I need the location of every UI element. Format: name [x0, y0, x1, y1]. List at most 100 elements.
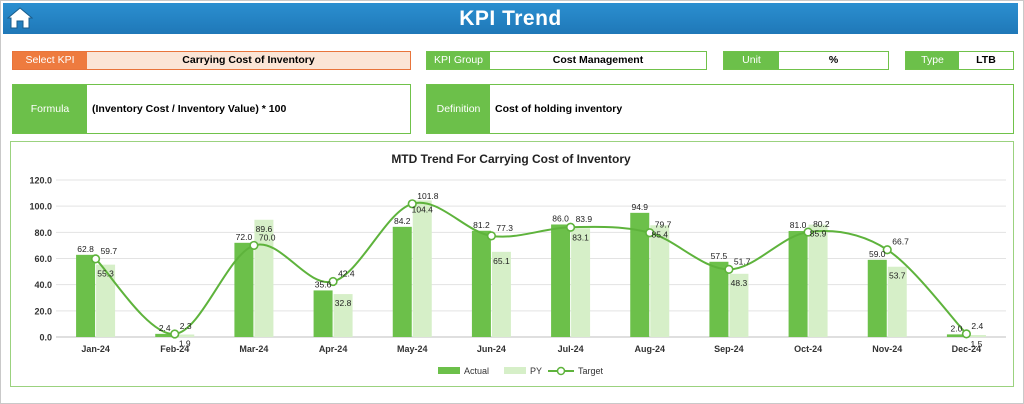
unit-value: %: [828, 54, 839, 66]
bar-py: [571, 228, 591, 337]
mtd-trend-chart: MTD Trend For Carrying Cost of Inventory…: [29, 152, 1006, 376]
data-label-py: 85.4: [651, 229, 668, 239]
bar-actual: [313, 290, 333, 337]
select-kpi-dropdown[interactable]: Carrying Cost of Inventory: [87, 52, 410, 69]
data-label-target: 42.4: [338, 269, 355, 279]
bar-actual: [709, 261, 729, 337]
type-value: LTB: [976, 54, 996, 66]
bar-actual: [788, 231, 808, 337]
bar-py: [175, 334, 195, 337]
formula-value: (Inventory Cost / Inventory Value) * 100: [92, 103, 287, 115]
data-label-actual: 72.0: [236, 232, 253, 242]
data-label-py: 89.6: [256, 224, 273, 234]
bar-actual: [76, 254, 96, 337]
data-label-actual: 2.0: [951, 323, 963, 333]
data-label-target: 79.7: [655, 220, 672, 230]
data-label-actual: 86.0: [552, 213, 569, 223]
bar-actual: [155, 333, 175, 337]
target-point: [961, 329, 972, 339]
legend-swatch-actual: [438, 367, 460, 374]
x-tick-label: Nov-24: [872, 344, 902, 354]
bar-actual: [471, 230, 491, 337]
bar-py: [254, 219, 274, 337]
x-tick-label: Jan-24: [81, 344, 110, 354]
unit-label: Unit: [724, 52, 779, 69]
type-field: Type LTB: [905, 51, 1014, 70]
y-tick-label: 60.0: [34, 254, 52, 264]
bar-py: [650, 225, 670, 337]
unit-field: Unit %: [723, 51, 889, 70]
y-tick-label: 100.0: [29, 202, 52, 212]
legend-label-actual: Actual: [464, 366, 489, 376]
target-point: [249, 240, 259, 251]
target-line: [94, 201, 968, 335]
x-tick-label: Mar-24: [239, 344, 268, 354]
data-label-py: 83.1: [572, 232, 589, 242]
data-label-actual: 59.0: [869, 249, 886, 259]
bar-actual: [867, 259, 887, 337]
y-tick-label: 40.0: [34, 280, 52, 290]
data-label-py: 65.1: [493, 256, 510, 266]
kpi-group-value: Cost Management: [552, 54, 644, 66]
bar-py: [966, 335, 986, 337]
bar-actual: [946, 334, 966, 337]
type-label: Type: [906, 52, 959, 69]
data-label-target: 59.7: [101, 246, 118, 256]
y-tick-label: 20.0: [34, 306, 52, 316]
data-label-target: 70.0: [259, 232, 276, 242]
chart-title: MTD Trend For Carrying Cost of Inventory: [391, 152, 631, 166]
x-tick-label: May-24: [397, 344, 428, 354]
data-label-actual: 81.2: [473, 220, 490, 230]
bar-py: [729, 273, 749, 337]
definition-value: Cost of holding inventory: [495, 103, 623, 115]
y-tick-label: 120.0: [29, 176, 52, 186]
bar-py: [96, 264, 116, 337]
x-tick-label: Oct-24: [794, 344, 822, 354]
legend-label-target: Target: [578, 366, 604, 376]
data-label-py: 1.9: [179, 339, 191, 349]
formula-panel: Formula (Inventory Cost / Inventory Valu…: [12, 84, 411, 134]
bar-py: [491, 251, 511, 337]
data-label-py: 48.3: [731, 278, 748, 288]
bar-actual: [392, 226, 412, 337]
x-tick-label: Aug-24: [634, 344, 665, 354]
data-label-py: 1.5: [971, 339, 983, 349]
target-point: [882, 245, 892, 255]
x-tick-label: Dec-24: [952, 344, 982, 354]
kpi-group-field: KPI Group Cost Management: [426, 51, 707, 70]
data-label-actual: 81.0: [790, 220, 807, 230]
data-label-target: 2.3: [180, 321, 192, 331]
target-point: [645, 228, 655, 238]
select-kpi-field[interactable]: Select KPI Carrying Cost of Inventory: [12, 51, 411, 70]
definition-label: Definition: [427, 85, 490, 133]
target-point: [407, 199, 417, 209]
data-label-target: 101.8: [417, 191, 439, 201]
home-icon[interactable]: [7, 6, 33, 30]
x-tick-label: Sep-24: [714, 344, 744, 354]
data-label-actual: 84.2: [394, 216, 411, 226]
bar-py: [412, 200, 432, 337]
target-point: [565, 222, 576, 232]
bar-py: [887, 266, 907, 337]
target-point: [328, 276, 338, 287]
data-label-py: 55.3: [97, 269, 114, 279]
data-label-py: 53.7: [889, 271, 906, 281]
select-kpi-label: Select KPI: [13, 52, 87, 69]
legend-label-py: PY: [530, 366, 542, 376]
definition-panel: Definition Cost of holding inventory: [426, 84, 1014, 134]
bar-actual: [234, 242, 254, 337]
data-label-actual: 94.9: [631, 202, 648, 212]
target-point: [486, 231, 497, 241]
data-label-actual: 57.5: [711, 251, 728, 261]
legend-marker-target: [556, 366, 566, 376]
x-tick-label: Jul-24: [558, 344, 584, 354]
data-label-actual: 35.6: [315, 279, 332, 289]
data-label-target: 77.3: [496, 223, 513, 233]
data-label-target: 51.7: [734, 256, 751, 266]
data-label-py: 104.4: [412, 204, 434, 214]
legend-swatch-py: [504, 367, 526, 374]
data-label-actual: 62.8: [77, 244, 94, 254]
bar-py: [808, 224, 828, 337]
chart-panel: MTD Trend For Carrying Cost of Inventory…: [10, 141, 1014, 387]
data-label-target: 80.2: [813, 219, 830, 229]
